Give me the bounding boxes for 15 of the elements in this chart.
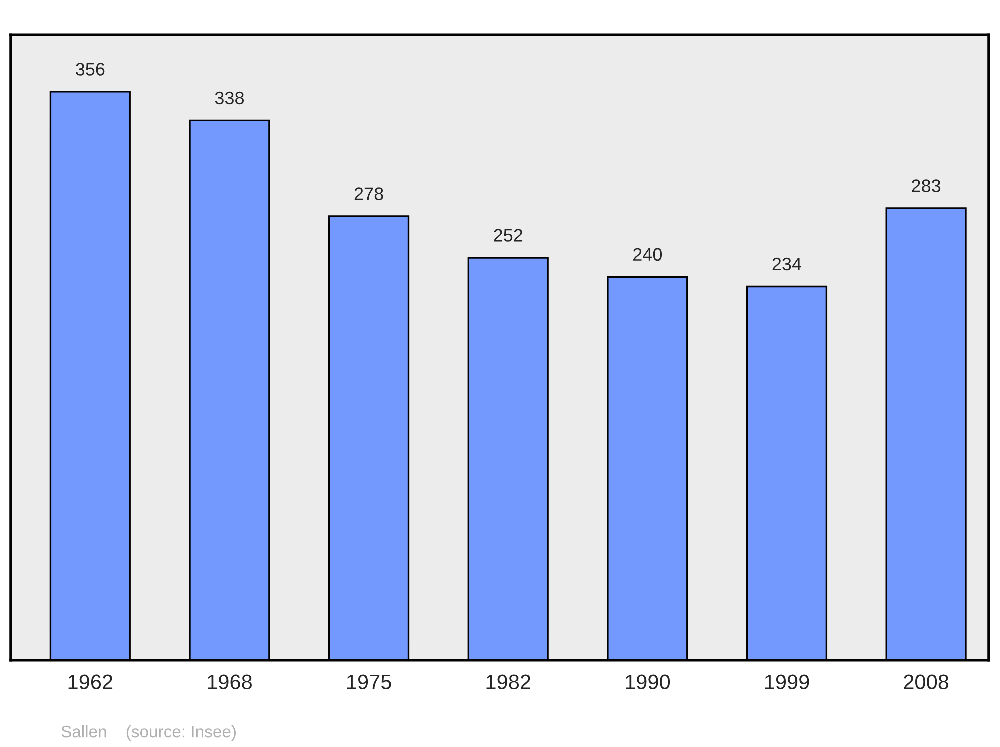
x-tick-label: 1990: [626, 674, 670, 690]
data-label: 338: [215, 92, 244, 105]
data-label: 240: [634, 248, 662, 262]
x-tick-label: 1968: [208, 674, 252, 690]
data-label: 278: [354, 188, 384, 200]
data-label: 234: [772, 258, 802, 271]
x-tick-label: 1962: [68, 674, 113, 690]
x-tick-label: 1999: [765, 674, 810, 690]
x-tick-label: 1975: [347, 674, 392, 690]
data-label: 356: [76, 63, 105, 76]
x-tick-label: 2008: [904, 674, 949, 690]
data-label: 252: [494, 229, 523, 242]
x-tick-label: 1982: [486, 674, 530, 690]
text: Sallen (source: Insee): [62, 725, 236, 742]
data-label: 283: [912, 180, 941, 192]
